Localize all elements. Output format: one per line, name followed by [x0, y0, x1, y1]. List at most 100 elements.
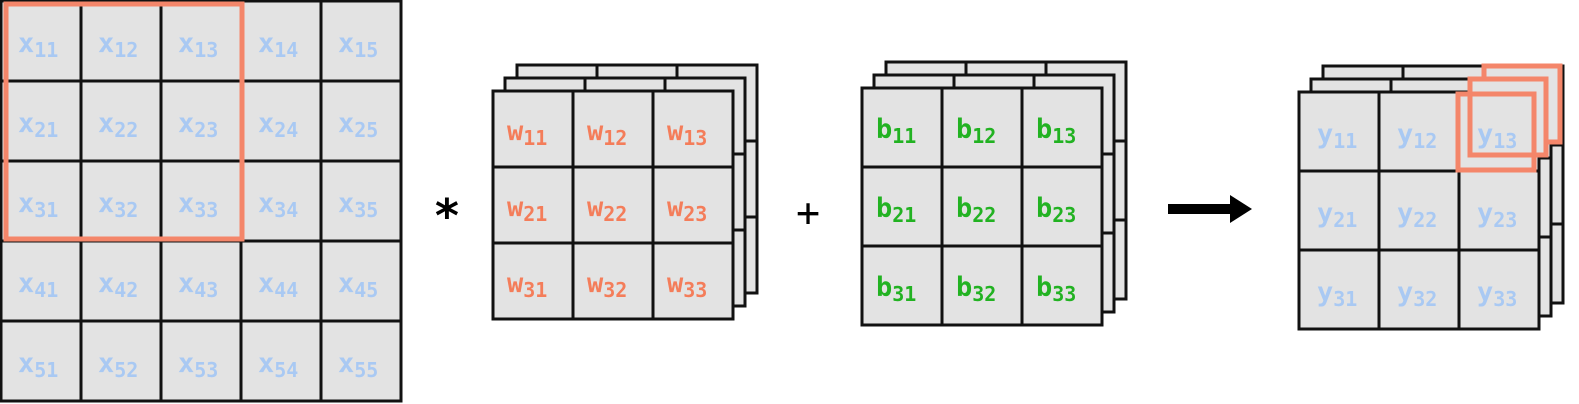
input-symbol: x	[338, 348, 354, 379]
output-subscript: 22	[1413, 208, 1437, 232]
weight-subscript: 23	[683, 202, 707, 226]
input-subscript: 44	[274, 278, 298, 302]
weight-subscript: 31	[523, 278, 547, 302]
input-cell-x22: x22	[98, 108, 138, 142]
output-subscript: 33	[1493, 287, 1517, 311]
bias-cell-b23: b23	[1036, 193, 1076, 227]
bias-subscript: 33	[1052, 282, 1076, 306]
input-cell-x45: x45	[338, 268, 378, 302]
output-cell-y12: y12	[1397, 119, 1437, 153]
input-symbol: x	[178, 268, 194, 299]
bias-symbol: b	[1036, 114, 1052, 145]
weight-symbol: w	[667, 192, 684, 223]
input-subscript: 51	[34, 358, 58, 382]
input-symbol: x	[98, 348, 114, 379]
input-subscript: 31	[34, 198, 58, 222]
input-cell-x44: x44	[258, 268, 298, 302]
weight-cell-w22: w22	[587, 192, 627, 226]
output-subscript: 23	[1493, 208, 1517, 232]
bias-layer-front	[860, 86, 1104, 327]
output-cell-y11: y11	[1317, 119, 1357, 153]
input-cell-x32: x32	[98, 188, 138, 222]
bias-subscript: 23	[1052, 203, 1076, 227]
output-subscript: 21	[1333, 208, 1357, 232]
input-subscript: 35	[354, 198, 378, 222]
input-symbol: x	[258, 188, 274, 219]
output-symbol: y	[1317, 277, 1333, 308]
output-cell-y32: y32	[1397, 277, 1437, 311]
input-cell-x53: x53	[178, 348, 218, 382]
input-cell-x33: x33	[178, 188, 218, 222]
receptive-field-highlight	[3, 1, 245, 242]
bias-cell-b11: b11	[876, 114, 916, 148]
input-cell-x51: x51	[18, 348, 58, 382]
input-cell-x21: x21	[18, 108, 58, 142]
input-symbol: x	[18, 188, 34, 219]
input-subscript: 34	[274, 198, 298, 222]
input-symbol: x	[178, 28, 194, 59]
input-symbol: x	[178, 348, 194, 379]
output-symbol: y	[1477, 277, 1493, 308]
input-cell-x12: x12	[98, 28, 138, 62]
weight-symbol: w	[587, 116, 604, 147]
bias-symbol: b	[876, 193, 892, 224]
output-symbol: y	[1397, 277, 1413, 308]
input-subscript: 21	[34, 118, 58, 142]
input-symbol: x	[18, 268, 34, 299]
bias-subscript: 11	[892, 124, 916, 148]
output-cell-y21: y21	[1317, 198, 1357, 232]
weight-layer-front-frame	[491, 89, 735, 321]
output-subscript: 12	[1413, 129, 1437, 153]
input-subscript: 33	[194, 198, 218, 222]
input-cell-x14: x14	[258, 28, 298, 62]
input-symbol: x	[258, 108, 274, 139]
bias-cell-b12: b12	[956, 114, 996, 148]
input-subscript: 43	[194, 278, 218, 302]
input-symbol: x	[98, 108, 114, 139]
bias-symbol: b	[956, 114, 972, 145]
input-grid-frame	[0, 0, 403, 403]
input-subscript: 15	[354, 38, 378, 62]
bias-subscript: 21	[892, 203, 916, 227]
input-subscript: 41	[34, 278, 58, 302]
input-subscript: 45	[354, 278, 378, 302]
input-symbol: x	[98, 268, 114, 299]
output-symbol: y	[1317, 119, 1333, 150]
input-symbol: x	[258, 28, 274, 59]
weight-cell-w12: w12	[587, 116, 627, 150]
output-cell-y33: y33	[1477, 277, 1517, 311]
input-subscript: 13	[194, 38, 218, 62]
weight-subscript: 21	[523, 202, 547, 226]
output-symbol: y	[1477, 119, 1493, 150]
output-cell-y22: y22	[1397, 198, 1437, 232]
input-cell-x31: x31	[18, 188, 58, 222]
weight-subscript: 33	[683, 278, 707, 302]
weight-cell-w11: w11	[507, 116, 547, 150]
weight-subscript: 12	[603, 126, 627, 150]
bias-symbol: b	[956, 272, 972, 303]
output-cell-y13-top: y13	[1477, 119, 1517, 153]
input-subscript: 23	[194, 118, 218, 142]
input-grid	[0, 0, 403, 403]
input-cell-x15: x15	[338, 28, 378, 62]
input-cell-x42: x42	[98, 268, 138, 302]
input-cell-x13: x13	[178, 28, 218, 62]
input-subscript: 11	[34, 38, 58, 62]
weight-cell-w32: w32	[587, 268, 627, 302]
weight-cell-w13: w13	[667, 116, 707, 150]
weight-layer-front	[491, 89, 735, 321]
input-symbol: x	[338, 28, 354, 59]
input-subscript: 25	[354, 118, 378, 142]
input-cell-x11: x11	[18, 28, 58, 62]
add-operator: +	[796, 190, 820, 236]
weight-subscript: 32	[603, 278, 627, 302]
bias-cell-b21: b21	[876, 193, 916, 227]
output-symbol: y	[1477, 198, 1493, 229]
weight-cell-w33: w33	[667, 268, 707, 302]
output-symbol: y	[1317, 198, 1333, 229]
bias-subscript: 32	[972, 282, 996, 306]
bias-subscript: 13	[1052, 124, 1076, 148]
input-subscript: 53	[194, 358, 218, 382]
